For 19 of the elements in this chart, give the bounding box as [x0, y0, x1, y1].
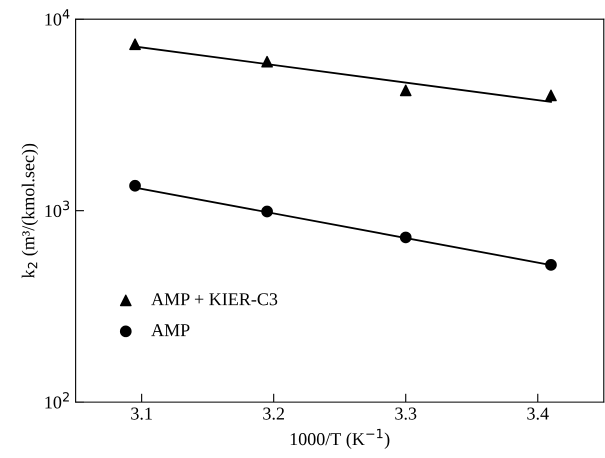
point — [400, 84, 412, 96]
point — [545, 259, 557, 271]
point — [545, 90, 557, 102]
point — [261, 206, 273, 218]
point — [129, 38, 141, 50]
legend-label: AMP + KIER-C3 — [151, 293, 278, 306]
x-tick-label: 3.1 — [131, 408, 152, 420]
x-tick-label: 3.4 — [527, 408, 549, 420]
x-tick-label: 3.2 — [263, 408, 284, 420]
point — [129, 180, 141, 192]
y-axis-title: k$_{2}$ (m³/(kmol.sec)) — [22, 144, 38, 278]
point — [261, 56, 273, 68]
legend-label: AMP — [151, 324, 190, 336]
y-tick-label: 10$^{3}$ — [45, 200, 70, 218]
y-tick-label: 10$^{4}$ — [45, 9, 70, 26]
y-tick-label: 10$^{2}$ — [45, 392, 69, 409]
x-axis-title: 1000/T (K$^{−1}$) — [290, 428, 390, 449]
point — [400, 232, 412, 244]
x-tick-label: 3.3 — [395, 408, 416, 420]
